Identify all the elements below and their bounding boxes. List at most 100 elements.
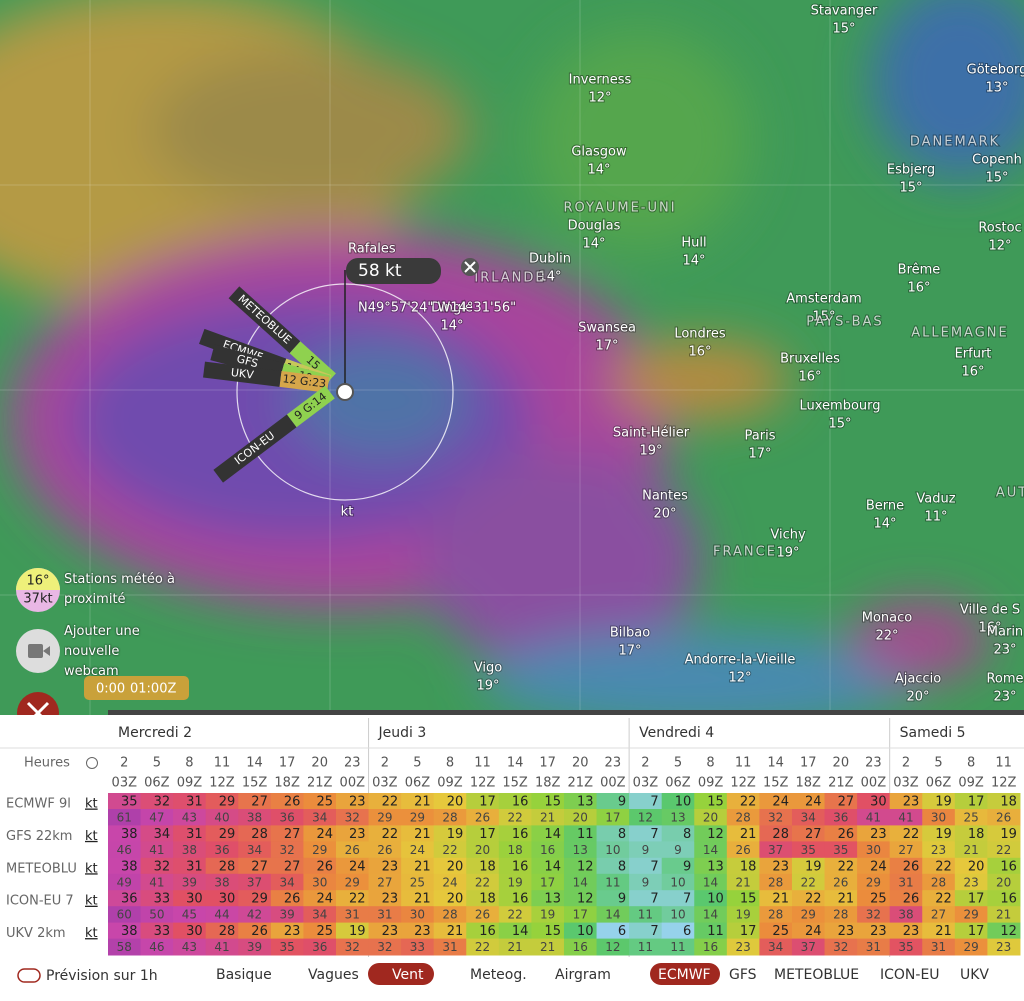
model-label: ECMWF 9l: [6, 797, 71, 812]
wind-value: 25: [870, 892, 887, 907]
gust-value: 41: [866, 811, 881, 825]
wind-value: 23: [903, 924, 920, 939]
wind-value: 31: [186, 827, 203, 842]
wind-cell: [661, 793, 695, 810]
city-name: Hull: [681, 236, 706, 251]
wind-value: 21: [740, 827, 757, 842]
gust-cell: [759, 809, 793, 826]
model-tab[interactable]: ECMWF: [658, 967, 711, 983]
city-temp: 14°: [873, 517, 896, 532]
wind-cell: [140, 825, 174, 842]
wind-cell: [759, 890, 793, 907]
gust-value: 41: [149, 875, 164, 889]
gust-value: 10: [670, 908, 685, 922]
wind-cell: [368, 857, 402, 875]
tab[interactable]: Meteog.: [470, 967, 527, 983]
unit-label: kt: [85, 829, 98, 844]
gust-value: 14: [703, 908, 718, 922]
tab[interactable]: Vagues: [308, 967, 359, 983]
city-temp: 14°: [682, 254, 705, 269]
gust-cell: [466, 841, 500, 859]
wind-value: 19: [1000, 827, 1017, 842]
wind-value: 21: [414, 827, 431, 842]
gust-cell: [661, 906, 695, 924]
city-name: Swansea: [578, 321, 636, 336]
wind-value: 38: [121, 859, 138, 874]
wind-cell: [433, 793, 467, 810]
wind-value: 23: [414, 924, 431, 939]
gust-value: 31: [866, 940, 881, 954]
toggle-label[interactable]: Prévision sur 1h: [46, 968, 158, 984]
zulu-label: 06Z: [144, 776, 170, 791]
tab[interactable]: Vent: [392, 967, 424, 983]
model-tab[interactable]: METEOBLUE: [774, 967, 859, 983]
webcam-link[interactable]: Ajouter une nouvelle webcam: [64, 624, 140, 679]
wind-value: 25: [772, 924, 789, 939]
wind-value: 12: [707, 827, 724, 842]
wind-cell: [857, 922, 891, 940]
model-tab[interactable]: UKV: [960, 967, 989, 983]
gust-cell: [922, 938, 956, 956]
gust-value: 43: [182, 811, 197, 825]
wind-cell: [596, 825, 630, 842]
zulu-label: 00Z: [600, 776, 626, 791]
wind-value: 24: [316, 892, 333, 907]
wind-cell: [759, 922, 793, 940]
city-name: Dublin: [529, 252, 571, 267]
gust-value: 47: [149, 811, 164, 825]
gust-cell: [238, 809, 272, 826]
gust-value: 13: [573, 843, 588, 857]
gust-value: 26: [345, 843, 360, 857]
wind-value: 29: [219, 795, 236, 810]
gust-value: 30: [312, 875, 327, 889]
unit-label: kt: [85, 797, 98, 812]
gust-value: 17: [540, 875, 555, 889]
gust-cell: [596, 906, 630, 924]
wind-value: 32: [154, 795, 171, 810]
wind-value: 22: [382, 827, 399, 842]
gust-cell: [531, 906, 565, 924]
gust-value: 11: [605, 875, 620, 889]
gust-cell: [433, 841, 467, 859]
wind-cell: [889, 922, 923, 940]
city-temp: 19°: [476, 679, 499, 694]
stations-link[interactable]: Stations météo à proximité: [64, 572, 175, 607]
wind-cell: [303, 922, 337, 940]
wind-cell: [824, 793, 858, 810]
gust-cell: [791, 841, 826, 859]
tab[interactable]: Basique: [216, 967, 272, 983]
tab[interactable]: Airgram: [555, 967, 611, 983]
gust-value: 22: [475, 940, 490, 954]
time-local: 0:00: [96, 682, 125, 697]
picker-unit: kt: [341, 505, 354, 520]
gust-value: 11: [670, 940, 685, 954]
gust-cell: [140, 873, 174, 891]
gust-value: 26: [377, 843, 392, 857]
city-temp: 16°: [688, 345, 711, 360]
city-name: Vigo: [474, 661, 502, 676]
model-tab[interactable]: ICON-EU: [880, 967, 940, 983]
city-temp: 16°: [961, 365, 984, 380]
gust-value: 40: [214, 811, 229, 825]
gust-value: 36: [279, 811, 294, 825]
map[interactable]: Stavanger 15° Göteborg 13° Inverness 12° Copen…: [0, 0, 1024, 730]
city-name: Rostoc: [978, 221, 1021, 236]
wind-value: 35: [121, 795, 138, 810]
toggle-icon[interactable]: [17, 968, 41, 983]
gust-value: 41: [149, 843, 164, 857]
city-temp: 23°: [993, 643, 1016, 658]
active-tab: [368, 963, 434, 985]
wind-cell: [335, 825, 370, 842]
wind-value: 7: [683, 892, 691, 907]
city-name: Berne: [866, 499, 904, 514]
gust-cell: [661, 809, 695, 826]
wind-cell: [238, 793, 272, 810]
wind-cell: [498, 922, 532, 940]
wind-cell: [954, 793, 988, 810]
model-tab[interactable]: GFS: [729, 967, 757, 983]
gust-value: 20: [996, 875, 1011, 889]
wind-value: 22: [805, 892, 822, 907]
city-name: Vichy: [770, 528, 806, 543]
wind-value: 8: [683, 827, 691, 842]
